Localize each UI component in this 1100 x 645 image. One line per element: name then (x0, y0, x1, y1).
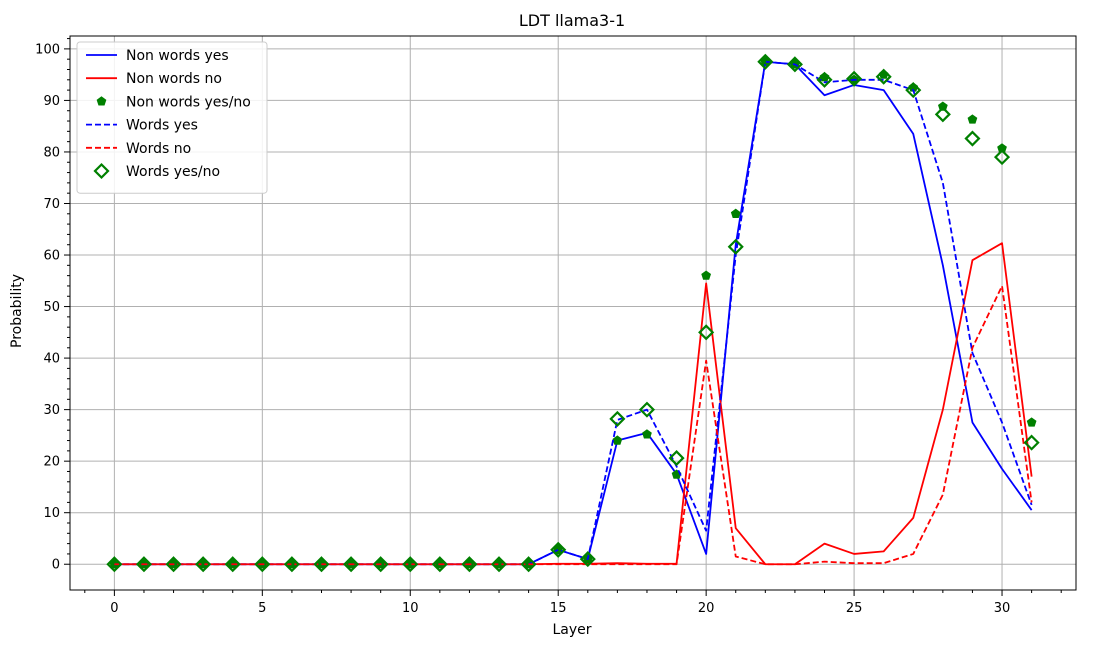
legend-entry-non-words-yes-no-label: Non words yes/no (126, 94, 251, 110)
series-words-yes-no-point (431, 556, 448, 573)
series-words-yes-no-point (165, 556, 182, 573)
y-tick-label: 40 (43, 352, 60, 367)
series-words-yes-no-point (461, 556, 478, 573)
x-tick-label: 10 (402, 601, 419, 616)
series-words-yes-no-point (490, 556, 508, 573)
x-tick-label: 5 (258, 601, 266, 616)
series-words-yes-no-point (668, 450, 685, 467)
y-tick-label: 0 (52, 558, 60, 573)
y-tick-label: 60 (43, 249, 60, 264)
series-words-yes-no-point (816, 71, 833, 88)
series-words-yes-no-point (224, 556, 241, 573)
series-words-yes-no-point (875, 68, 892, 85)
series-non-words-yes-no-point (642, 429, 652, 439)
series-words-yes-no-point (934, 106, 951, 123)
legend-entry-non-words-yes-no-swatch (96, 96, 107, 106)
series-non-words-yes-no-point (701, 270, 712, 280)
y-axis-label: Probability (9, 274, 25, 348)
series-words-yes-no-point (993, 149, 1011, 166)
legend-entry-non-words-yes-label: Non words yes (126, 48, 229, 64)
y-tick-label: 10 (43, 506, 60, 521)
series-words-no-line (114, 285, 1033, 566)
series-words-yes-no-point (609, 410, 626, 427)
legend-box (76, 41, 268, 194)
series-words-yes-no-point (283, 556, 300, 573)
series-non-words-yes-no-point (937, 101, 948, 111)
series-non-words-no-line (114, 242, 1033, 566)
x-axis-label: Layer (552, 622, 591, 638)
y-tick-label: 90 (43, 94, 60, 109)
x-tick-label: 0 (110, 601, 118, 616)
series-non-words-yes-no-point (967, 114, 978, 124)
series-words-yes-no-point (402, 556, 419, 573)
y-tick-label: 70 (43, 197, 60, 212)
legend-entry-words-no-label: Words no (126, 141, 191, 157)
series-words-yes-no-point (550, 541, 567, 558)
legend-entry-non-words-no-label: Non words no (126, 71, 222, 87)
series-words-yes-no-point (372, 556, 389, 573)
chart-title: LDT llama3-1 (519, 11, 625, 30)
plot-frame (69, 35, 1077, 591)
series-non-words-yes-no-point (730, 208, 741, 218)
series-words-yes-no-point (727, 238, 744, 255)
legend-entry-words-yes-no-swatch (93, 162, 110, 180)
series-words-yes-no-point (905, 82, 922, 99)
legend-entry-words-yes-no-label: Words yes/no (126, 164, 220, 180)
series-words-yes-no-point (698, 324, 715, 341)
y-tick-label: 30 (43, 403, 60, 418)
series-layer (106, 53, 1040, 573)
series-non-words-yes-no-point (1026, 417, 1037, 427)
y-tick-label: 50 (43, 300, 60, 315)
series-words-yes-no-point (106, 556, 123, 573)
x-tick-label: 25 (846, 601, 863, 616)
x-tick-label: 15 (550, 601, 567, 616)
legend-entry-words-yes-label: Words yes (126, 118, 198, 134)
series-words-yes-no-point (195, 556, 212, 573)
legend: Non words yes Non words no Non words yes/n… (76, 41, 268, 194)
series-words-yes-no-point (343, 556, 360, 573)
series-words-yes-no-point (313, 556, 330, 573)
series-words-yes-no-point (786, 56, 803, 73)
series-words-yes-no-point (579, 551, 596, 568)
series-words-yes-no-point (638, 401, 656, 418)
series-words-yes-no-point (254, 556, 271, 573)
axes: 0 5 10 15 20 25 30 0 10 20 30 40 50 60 70 80 90 100 (35, 35, 1077, 616)
y-tick-label: 80 (43, 145, 60, 160)
y-tick-label: 100 (35, 42, 60, 57)
x-tick-label: 30 (994, 601, 1011, 616)
series-words-yes-no-point (846, 70, 863, 87)
y-tick-label: 20 (43, 455, 60, 470)
series-words-yes-no-point (757, 53, 774, 70)
series-words-yes-no-point (520, 556, 537, 573)
series-non-words-yes-no-point (612, 435, 623, 445)
series-words-yes-no-point (135, 556, 153, 573)
series-words-yes-no-point (964, 130, 981, 147)
series-words-yes-no-point (1023, 434, 1040, 451)
x-tick-label: 20 (698, 601, 715, 616)
